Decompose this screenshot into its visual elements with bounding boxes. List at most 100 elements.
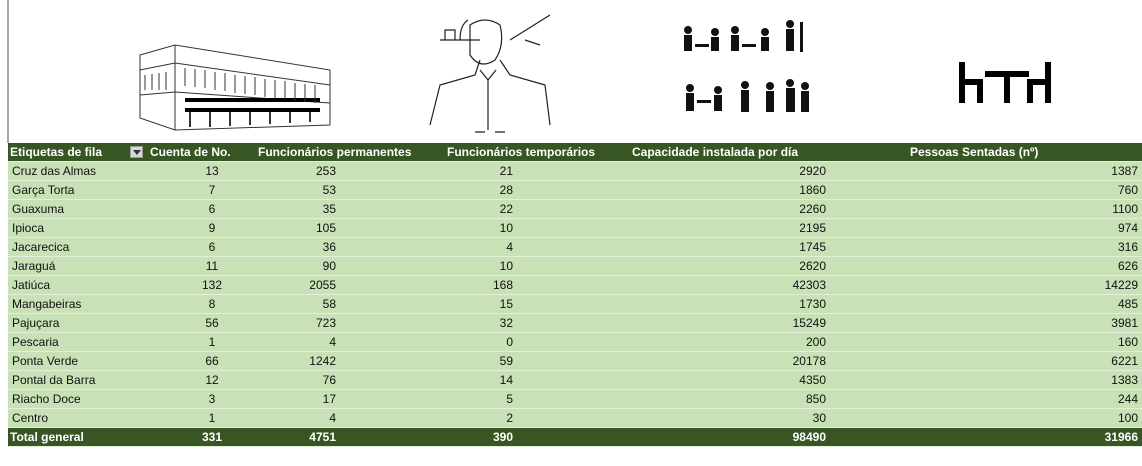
total-cell: 390 [492,430,513,444]
data-cell: 3981 [1111,316,1138,330]
data-cell: 1387 [1111,164,1138,178]
data-cell: 76 [322,373,336,387]
data-cell: 35 [322,202,336,216]
data-cell: 2260 [799,202,826,216]
data-cell: 1 [208,335,216,349]
data-cell: 485 [1117,297,1138,311]
data-row: Jaraguá 11 90 10 2620 626 [8,257,1142,276]
data-cell: 2 [506,411,513,425]
data-cell: Ponta Verde [12,354,79,368]
data-cell: 56 [205,316,219,330]
data-cell: 22 [499,202,513,216]
data-cell: 1745 [799,240,826,254]
data-cell: 10 [499,221,513,235]
data-cell: 316 [1117,240,1138,254]
data-cell: 14 [499,373,513,387]
data-cell: 3 [208,392,216,406]
data-cell: Riacho Doce [12,392,81,406]
data-cell: 20178 [792,354,826,368]
data-cell: 132 [201,278,223,292]
data-cell: 30 [812,411,826,425]
data-cell: 4 [329,411,336,425]
header-cell: Cuenta de No. [150,145,231,159]
data-cell: 28 [499,183,513,197]
data-row: Riacho Doce 3 17 5 850 244 [8,390,1142,409]
data-cell: 200 [805,335,826,349]
header-cell: Capacidade instalada por día [632,145,799,159]
data-cell: 8 [208,297,216,311]
data-cell: Cruz das Almas [12,164,97,178]
data-cell: 14229 [1104,278,1138,292]
data-cell: 723 [315,316,336,330]
waiter-drawing [429,14,551,133]
total-cell: 98490 [792,430,826,444]
data-cell: 1383 [1111,373,1138,387]
data-cell: Pescaria [12,335,59,349]
data-cell: 6 [208,240,216,254]
data-cell: 6 [208,202,216,216]
data-cell: 11 [205,259,219,273]
data-cell: Jacarecica [12,240,70,254]
data-cell: 21 [499,164,513,178]
data-cell: 105 [315,221,336,235]
data-row: Pontal da Barra 12 76 14 4350 1383 [8,371,1142,390]
data-cell: 1730 [799,297,826,311]
illustrations [7,0,1051,143]
header-row: Etiquetas de fila Cuenta de No. Funcionári… [8,143,1142,162]
data-cell: 5 [506,392,513,406]
data-cell: 13 [205,164,219,178]
data-cell: Guaxuma [12,202,65,216]
data-cell: 850 [805,392,826,406]
total-cell: 4751 [309,430,336,444]
data-cell: Pontal da Barra [12,373,96,387]
data-cell: 1860 [799,183,826,197]
data-cell: 32 [499,316,513,330]
data-cell: 253 [315,164,336,178]
data-cell: 760 [1117,183,1138,197]
data-cell: 42303 [792,278,826,292]
data-cell: 6221 [1111,354,1138,368]
data-cell: 9 [208,221,216,235]
data-cell: 160 [1117,335,1138,349]
data-cell: 36 [322,240,336,254]
data-row: Centro 1 4 2 30 100 [8,409,1142,428]
data-row: Ipioca 9 105 10 2195 974 [8,219,1142,238]
data-cell: 0 [506,335,513,349]
data-cell: 15249 [792,316,826,330]
header-cell: Pessoas Sentadas (nº) [910,145,1039,159]
data-row: Guaxuma 6 35 22 2260 1100 [8,200,1142,219]
header-cell: Etiquetas de fila [10,145,103,159]
data-cell: 66 [205,354,219,368]
data-cell: 1 [208,411,216,425]
data-row: Pescaria 1 4 0 200 160 [8,333,1142,352]
data-row: Garça Torta 7 53 28 1860 760 [8,181,1142,200]
total-cell: 31966 [1104,430,1138,444]
data-cell: 4 [329,335,336,349]
data-cell: 626 [1117,259,1138,273]
data-row: Ponta Verde 66 1242 59 20178 6221 [8,352,1142,371]
building-drawing [139,44,331,131]
data-cell: 100 [1117,411,1138,425]
data-cell: Jatiúca [12,278,51,292]
data-row: Mangabeiras 8 58 15 1730 485 [8,295,1142,314]
data-cell: 17 [322,392,336,406]
data-cell: 53 [322,183,336,197]
header-cell: Funcionários permanentes [258,145,412,159]
data-cell: 4 [506,240,513,254]
data-cell: Ipioca [12,221,45,235]
data-cell: 974 [1117,221,1138,235]
data-cell: 7 [208,183,216,197]
total-cell: Total general [10,430,84,444]
data-cell: 4350 [799,373,826,387]
data-cell: 2620 [799,259,826,273]
data-cell: Garça Torta [12,183,75,197]
data-cell: 59 [499,354,513,368]
header-cell: Funcionários temporários [447,145,596,159]
filter-button[interactable] [130,146,143,158]
data-cell: 244 [1117,392,1138,406]
data-cell: 2055 [309,278,336,292]
total-cell: 331 [201,430,223,444]
data-row: Pajuçara 56 723 32 15249 3981 [8,314,1142,333]
data-cell: Pajuçara [12,316,60,330]
